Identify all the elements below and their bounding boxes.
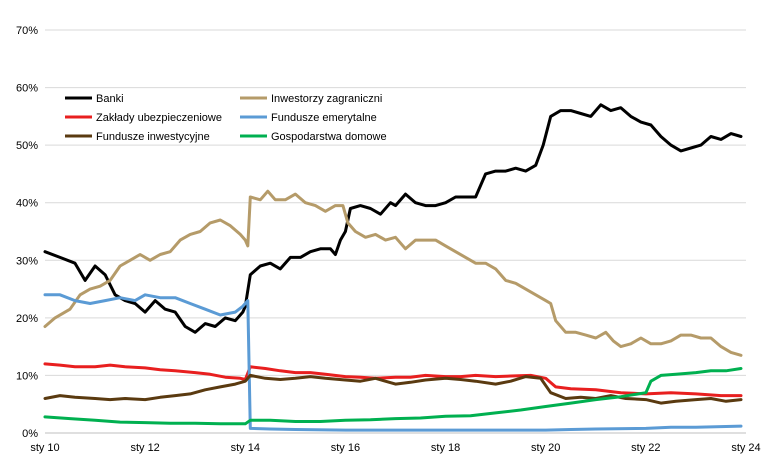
y-tick-label: 60%	[16, 83, 38, 95]
y-tick-label: 10%	[16, 370, 38, 382]
legend-item: Fundusze inwestycyjne	[65, 131, 210, 143]
y-tick-label: 30%	[16, 255, 38, 267]
legend-label: Fundusze emerytalne	[271, 112, 377, 124]
series-line-fundusze-emerytalne	[43, 293, 743, 432]
x-tick-label: sty 10	[30, 442, 59, 454]
legend-item: Banki	[65, 93, 124, 105]
y-tick-label: 0%	[22, 428, 38, 440]
x-tick-label: sty 14	[231, 442, 260, 454]
y-tick-label: 40%	[16, 198, 38, 210]
series-line-fundusze-inwestycyjne	[43, 373, 743, 405]
y-tick-label: 20%	[16, 313, 38, 325]
legend-label: Banki	[96, 93, 124, 105]
legend-label: Inwestorzy zagraniczni	[271, 93, 382, 105]
series-line-inwestorzy-zagraniczni	[43, 189, 743, 357]
legend-item: Inwestorzy zagraniczni	[240, 93, 382, 105]
legend-label: Gospodarstwa domowe	[271, 131, 387, 143]
legend: Banki Inwestorzy zagraniczni Zakłady ubezp…	[65, 93, 387, 143]
y-tick-label: 50%	[16, 140, 38, 152]
grid	[45, 29, 746, 376]
y-tick-label: 70%	[16, 25, 38, 37]
series-line-zak-ady-ubezpieczeniowe	[43, 362, 743, 398]
legend-item: Gospodarstwa domowe	[240, 131, 387, 143]
x-tick-label: sty 16	[331, 442, 360, 454]
x-tick-label: sty 12	[130, 442, 159, 454]
x-tick-label: sty 18	[431, 442, 460, 454]
x-tick-label: sty 20	[531, 442, 560, 454]
legend-item: Fundusze emerytalne	[240, 112, 377, 124]
legend-label: Zakłady ubezpieczeniowe	[96, 112, 222, 124]
series-line-banki	[43, 103, 743, 334]
series-line-gospodarstwa-domowe	[43, 367, 743, 426]
legend-label: Fundusze inwestycyjne	[96, 131, 210, 143]
series-lines	[43, 103, 743, 432]
x-tick-label: sty 22	[631, 442, 660, 454]
x-tick-label: sty 24	[731, 442, 760, 454]
legend-item: Zakłady ubezpieczeniowe	[65, 112, 222, 124]
axes: 0% 10% 20% 30% 40% 50% 60% 70% sty 10 sty 12 sty 1…	[16, 25, 761, 454]
